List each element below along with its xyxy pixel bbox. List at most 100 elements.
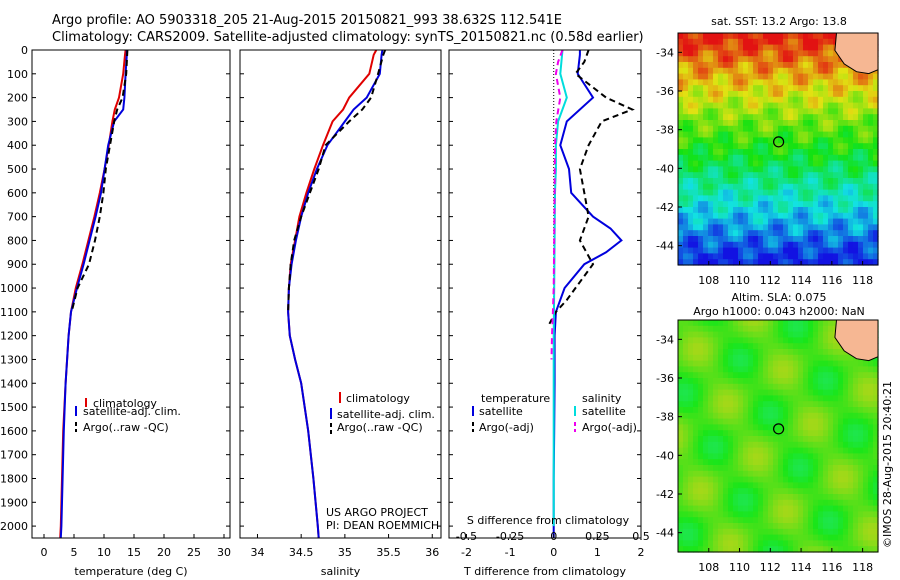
map-cell <box>718 189 724 196</box>
map-cell <box>763 218 769 225</box>
map-cell <box>823 534 829 541</box>
map-cell <box>693 412 699 420</box>
map-cell <box>828 534 834 541</box>
map-cell <box>763 534 769 541</box>
map-cell <box>863 465 869 472</box>
map-cell <box>853 424 859 431</box>
map-cell <box>788 343 794 350</box>
map-cell <box>828 465 834 472</box>
map-cell <box>683 44 689 51</box>
map-cell <box>718 505 724 512</box>
map-cell <box>723 218 729 225</box>
map-cell <box>678 337 684 344</box>
map-cell <box>838 218 844 225</box>
map-cell <box>788 482 794 489</box>
map-cell <box>798 441 804 449</box>
map-cell <box>848 511 854 518</box>
map-cell <box>818 253 824 260</box>
map-cell <box>808 505 814 512</box>
map-cell <box>718 401 724 408</box>
map-cell <box>738 253 744 260</box>
map-cell <box>763 207 769 214</box>
map-cell <box>798 120 804 127</box>
map-cell <box>798 465 804 472</box>
map-cell <box>868 436 874 443</box>
map-cell <box>783 511 789 518</box>
map-cell <box>698 125 704 133</box>
map-cell <box>823 360 829 367</box>
map-cell <box>803 178 809 185</box>
map-cell <box>813 320 819 327</box>
map-cell <box>858 511 864 518</box>
map-cell <box>738 195 744 202</box>
map-cell <box>713 189 719 196</box>
map-cell <box>793 459 799 466</box>
map-cell <box>728 236 734 243</box>
map-cell <box>853 91 859 98</box>
map-cell <box>813 56 819 63</box>
map-cell <box>873 430 879 437</box>
map-cell <box>833 378 839 385</box>
map-cell <box>833 354 839 362</box>
map-cell <box>753 236 759 243</box>
map-cell <box>683 154 689 162</box>
map-cell <box>683 178 689 185</box>
map-cell <box>828 407 834 414</box>
map-cell <box>788 114 794 121</box>
map-cell <box>848 534 854 541</box>
map-cell <box>703 528 709 536</box>
map-cell <box>838 412 844 420</box>
map-cell <box>793 418 799 425</box>
map-cell <box>708 253 714 260</box>
map-cell <box>843 383 849 391</box>
map-cell <box>773 120 779 127</box>
map-cell <box>763 125 769 133</box>
map-cell <box>778 482 784 489</box>
map-cell <box>678 241 684 249</box>
map-cell <box>738 154 744 162</box>
map-cell <box>753 247 759 254</box>
map-cell <box>688 546 694 553</box>
map-cell <box>818 241 824 249</box>
map-cell <box>743 372 749 379</box>
map-cell <box>723 166 729 173</box>
map-cell <box>763 349 769 356</box>
map-cell <box>868 102 874 109</box>
map-cell <box>818 38 824 46</box>
map-cell <box>873 131 879 138</box>
map-cell <box>853 137 859 144</box>
map-cell <box>678 528 684 536</box>
map-cell <box>703 143 709 150</box>
map-cell <box>808 212 814 220</box>
map-cell <box>713 459 719 466</box>
map-cell <box>698 447 704 454</box>
map-cell <box>843 494 849 501</box>
map-cell <box>808 494 814 501</box>
map-cell <box>723 212 729 220</box>
map-cell <box>678 259 684 266</box>
map-cell <box>793 453 799 460</box>
map-cell <box>783 424 789 431</box>
map-cell <box>733 430 739 437</box>
map-cell <box>693 441 699 449</box>
map-cell <box>678 517 684 524</box>
map-cell <box>723 178 729 185</box>
map-cell <box>853 183 859 191</box>
map-cell <box>803 79 809 86</box>
map-cell <box>748 337 754 344</box>
map-cell <box>768 378 774 385</box>
map-cell <box>703 212 709 220</box>
map-cell <box>683 325 689 333</box>
map-cell <box>748 149 754 156</box>
map-cell <box>683 476 689 483</box>
map-cell <box>718 372 724 379</box>
map-cell <box>748 236 754 243</box>
series-line-2 <box>287 49 384 539</box>
map-cell <box>758 476 764 483</box>
map-cell <box>698 212 704 220</box>
map-cell <box>838 354 844 362</box>
map-cell <box>863 401 869 408</box>
map-cell <box>863 360 869 367</box>
map-cell <box>718 207 724 214</box>
map-cell <box>788 412 794 420</box>
